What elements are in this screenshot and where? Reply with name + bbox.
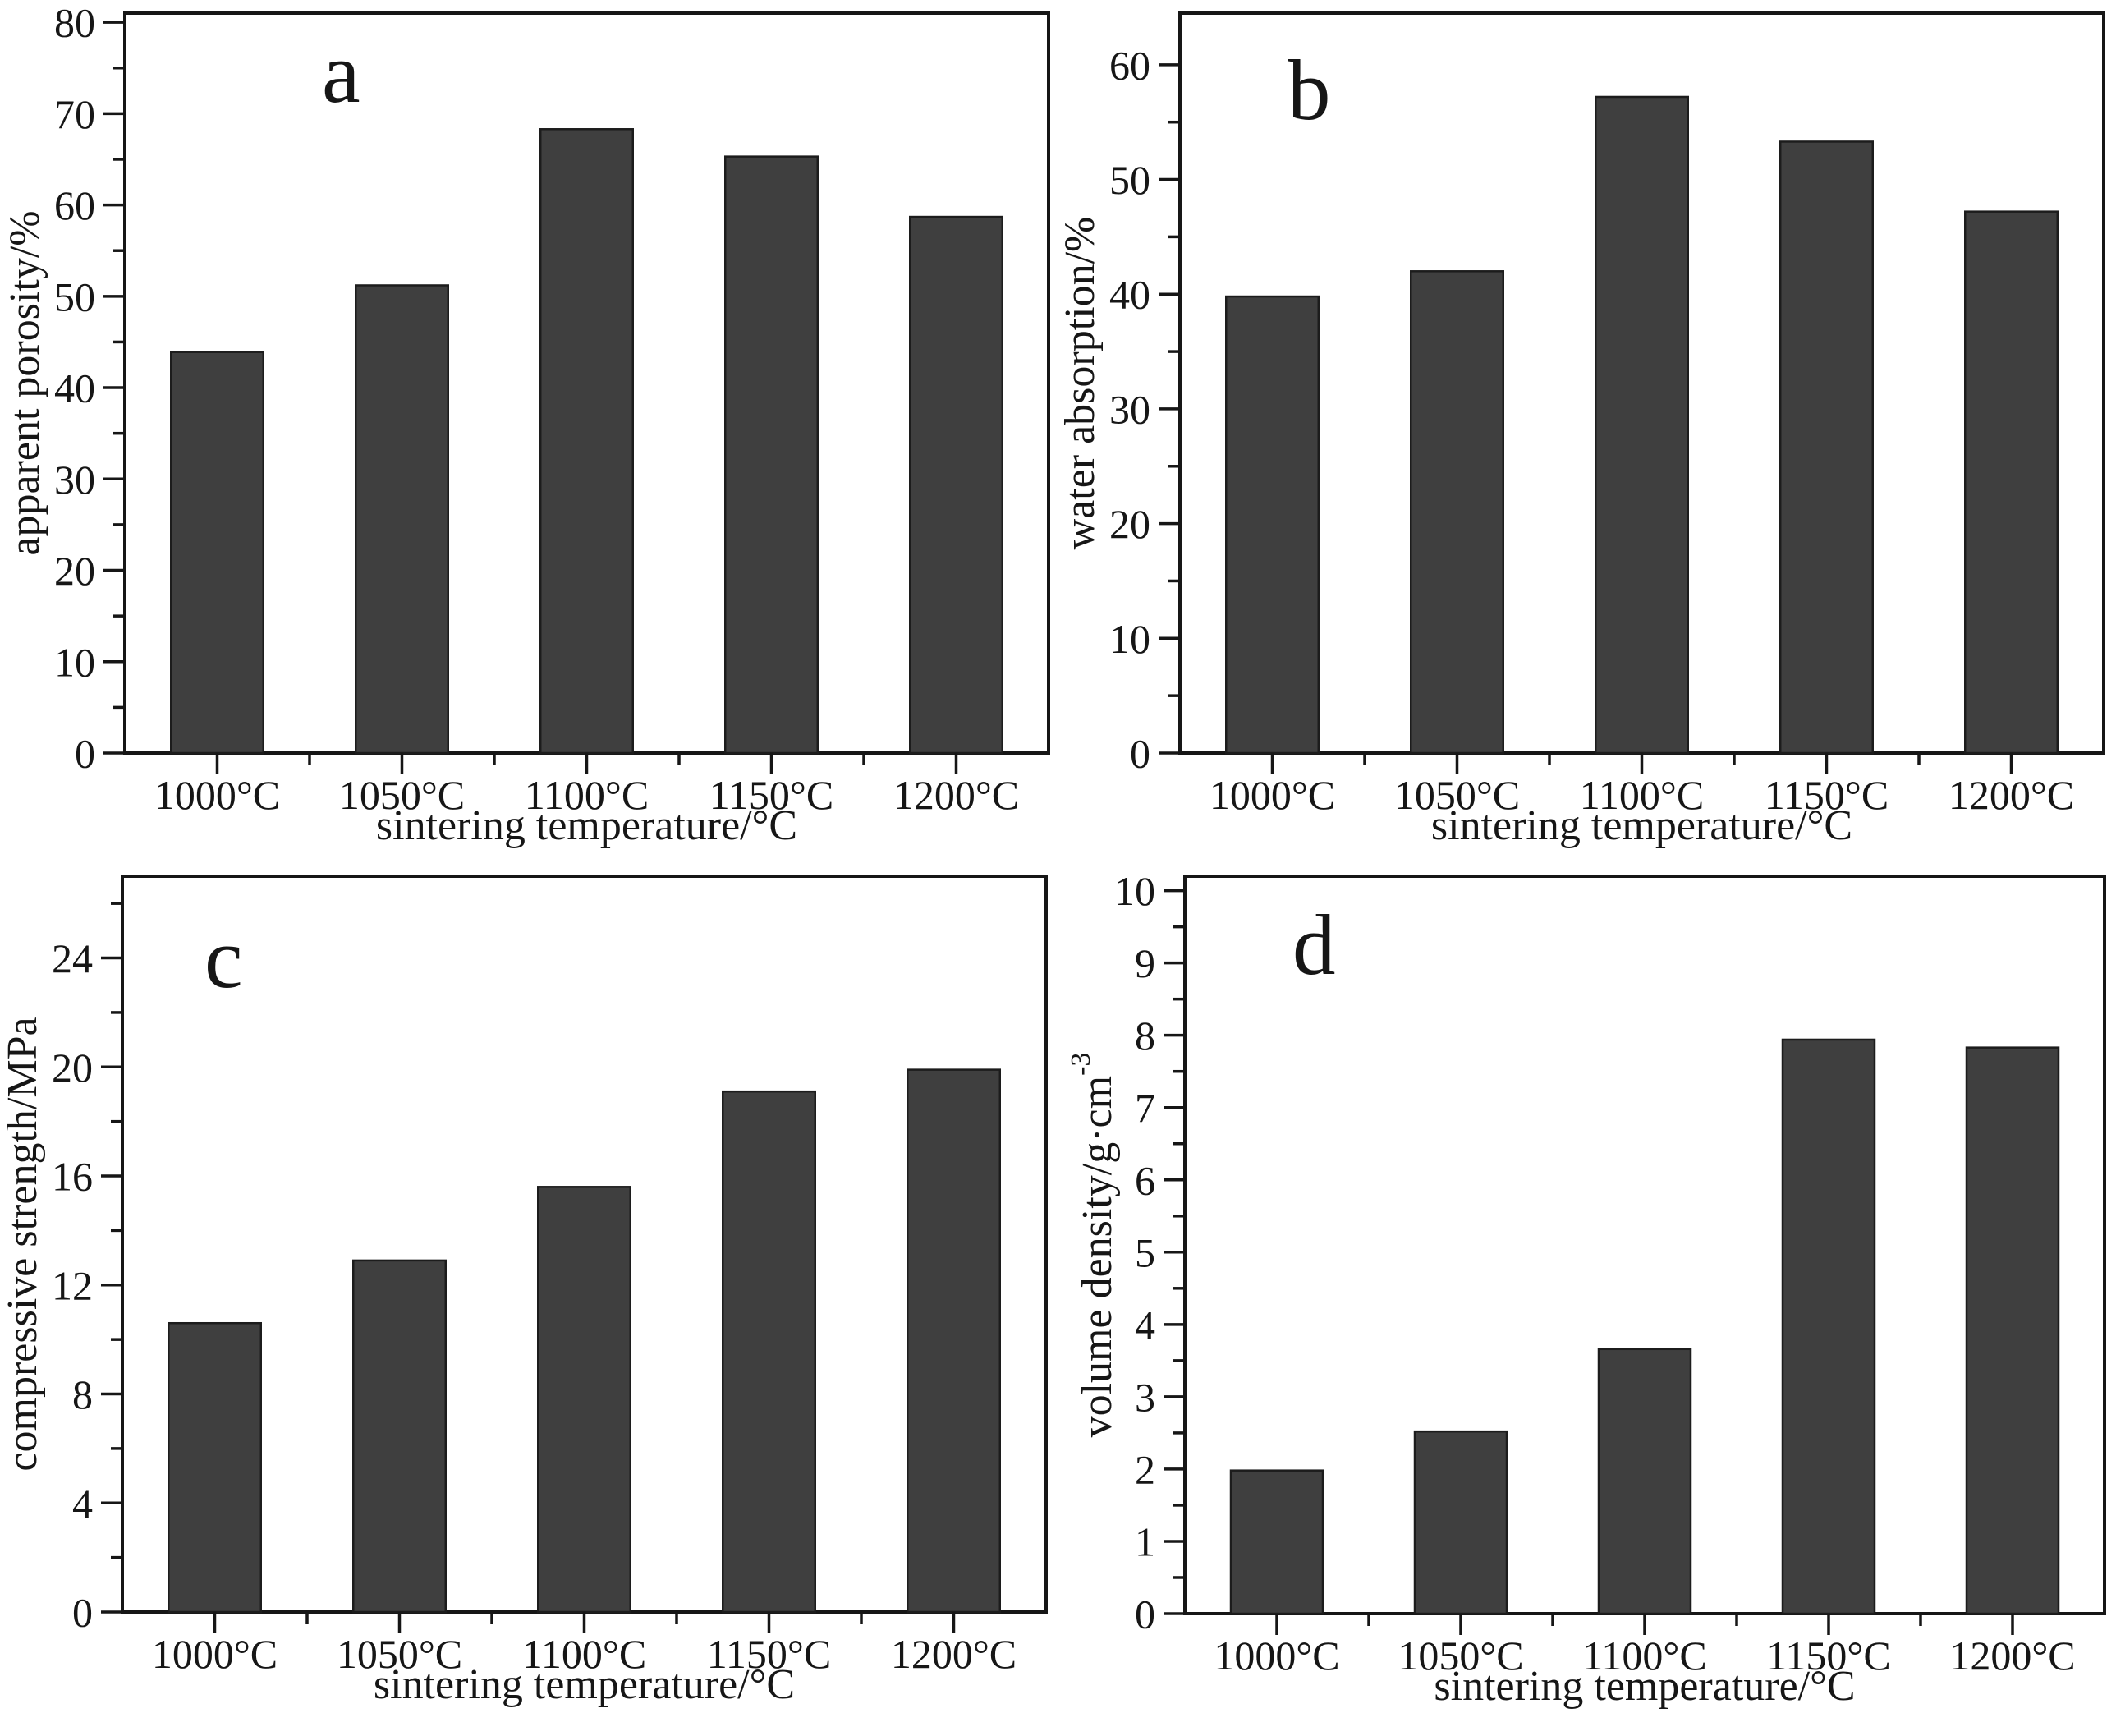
x-tick-label: 1000°C: [152, 1631, 278, 1677]
x-tick-label: 1050°C: [337, 1631, 462, 1677]
y-tick-label: 5: [1135, 1229, 1155, 1275]
x-axis-title: sintering temperature/°C: [374, 1661, 795, 1708]
y-tick-label: 10: [1114, 868, 1155, 914]
bar-1150°C: [1781, 1038, 1876, 1615]
y-axis-title: volume density/g·cm-3: [1066, 1053, 1121, 1438]
y-tick-label: 60: [1109, 42, 1150, 88]
x-tick-label: 1000°C: [1209, 772, 1335, 818]
y-tick-label: 20: [54, 548, 95, 594]
y-tick-label: 12: [52, 1262, 93, 1308]
y-axis-title: water absorption/%: [1057, 217, 1104, 550]
panel-letter: c: [204, 910, 243, 1006]
bar-1200°C: [909, 215, 1003, 755]
bar-1000°C: [170, 351, 264, 755]
bar-1050°C: [355, 284, 449, 755]
y-tick-label: 10: [54, 639, 95, 685]
y-tick-label: 4: [1135, 1302, 1155, 1348]
y-tick-label: 4: [72, 1481, 93, 1527]
panel-letter: d: [1292, 897, 1336, 993]
bar-1150°C: [1779, 140, 1874, 755]
x-tick-label: 1050°C: [1394, 772, 1520, 818]
y-tick-label: 10: [1109, 616, 1150, 662]
y-tick-label: 40: [54, 365, 95, 411]
x-tick-label: 1150°C: [1766, 1633, 1891, 1679]
y-tick-label: 8: [72, 1371, 93, 1417]
y-tick-label: 3: [1135, 1374, 1155, 1420]
y-tick-label: 7: [1135, 1085, 1155, 1131]
y-tick-label: 30: [1109, 386, 1150, 432]
x-tick-label: 1100°C: [1580, 772, 1705, 818]
y-tick-label: 50: [54, 273, 95, 319]
y-tick-label: 1: [1135, 1518, 1155, 1564]
bar-1200°C: [907, 1068, 1001, 1614]
panel-letter: a: [322, 25, 360, 121]
y-tick-label: 0: [1135, 1591, 1155, 1637]
x-axis-title: sintering temperature/°C: [1434, 1663, 1855, 1710]
x-tick-label: 1150°C: [1765, 772, 1889, 818]
y-tick-label: 0: [72, 1590, 93, 1636]
y-tick-label: 30: [54, 457, 95, 503]
y-tick-label: 20: [1109, 501, 1150, 547]
y-tick-label: 50: [1109, 157, 1150, 203]
panel-d: 0 1 2 3 4 5 6 7 8 9 10 1000°C 1050°C 1100°C 1150°C 1200…: [1066, 868, 2106, 1710]
y-tick-label: 6: [1135, 1157, 1155, 1203]
x-tick-label: 1100°C: [1582, 1633, 1707, 1679]
y-axis-title: apparent porosity/%: [2, 210, 48, 555]
x-tick-label: 1050°C: [339, 772, 465, 818]
y-tick-label: 20: [52, 1045, 93, 1091]
bar-1100°C: [539, 128, 634, 755]
x-tick-label: 1200°C: [893, 772, 1019, 818]
bar-1050°C: [352, 1259, 447, 1614]
y-axis-title: compressive strength/MPa: [0, 1017, 46, 1471]
panel-b: 0 10 20 30 40 50 60 1000°C 1050°C 1100°C 1150°C 120…: [1057, 11, 2105, 849]
x-tick-label: 1150°C: [709, 772, 834, 818]
panel-letter: b: [1288, 42, 1331, 138]
x-tick-label: 1050°C: [1398, 1633, 1523, 1679]
x-tick-label: 1100°C: [522, 1631, 647, 1677]
y-tick-label: 80: [54, 0, 95, 46]
bar-1150°C: [722, 1090, 816, 1614]
bar-1100°C: [1597, 1348, 1692, 1615]
x-tick-label: 1150°C: [707, 1631, 832, 1677]
bar-1150°C: [724, 155, 819, 755]
x-tick-label: 1100°C: [525, 772, 649, 818]
y-tick-label: 70: [54, 91, 95, 137]
bar-1000°C: [1229, 1469, 1324, 1615]
y-tick-label: 16: [52, 1154, 93, 1200]
bar-1200°C: [1964, 210, 2059, 755]
bar-1100°C: [1595, 95, 1689, 755]
y-tick-label: 40: [1109, 272, 1150, 318]
y-tick-label: 9: [1135, 940, 1155, 986]
panel-c: 0 4 8 12 16 20 24 1000°C 1050°C 1100°C 1150°C 1200°…: [0, 875, 1048, 1708]
x-tick-label: 1200°C: [1948, 772, 2074, 818]
bar-1200°C: [1965, 1046, 2060, 1615]
x-axis-title: sintering temperature/°C: [376, 802, 797, 849]
y-tick-label: 0: [1130, 731, 1150, 777]
bar-1050°C: [1413, 1430, 1508, 1615]
x-tick-label: 1200°C: [1949, 1633, 2075, 1679]
y-tick-label: 8: [1135, 1013, 1155, 1059]
bar-1000°C: [1225, 295, 1320, 755]
panel-a: 0 10 20 30 40 50 60 70 80 1000°C 1050°C 1100°C 1150°…: [2, 0, 1050, 849]
y-tick-label: 0: [75, 731, 95, 777]
y-tick-label: 24: [52, 935, 93, 981]
x-tick-label: 1000°C: [1214, 1633, 1339, 1679]
bar-1050°C: [1410, 270, 1504, 755]
x-tick-label: 1000°C: [154, 772, 280, 818]
bar-1000°C: [168, 1321, 262, 1614]
x-tick-label: 1200°C: [891, 1631, 1017, 1677]
y-tick-label: 2: [1135, 1446, 1155, 1492]
x-axis-title: sintering temperature/°C: [1431, 802, 1852, 849]
bar-1100°C: [537, 1186, 631, 1614]
y-tick-label: 60: [54, 182, 95, 228]
